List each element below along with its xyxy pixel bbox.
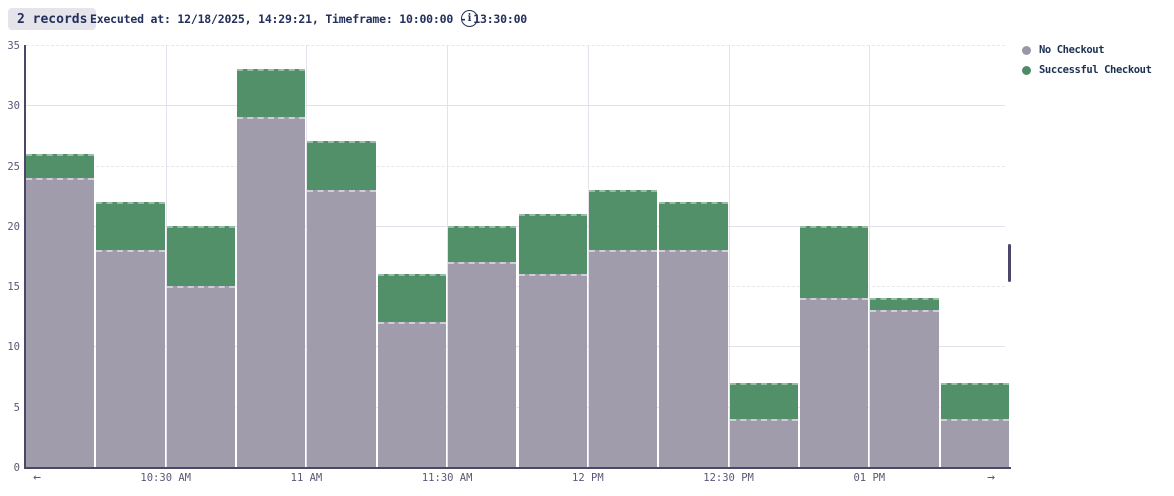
y-axis-label-5: 5	[13, 401, 20, 414]
x-axis-label-3: 11:30 AM	[421, 472, 473, 484]
y-axis-line	[24, 45, 26, 469]
info-icon[interactable]: i	[461, 10, 478, 27]
x-axis-line	[24, 467, 1011, 469]
bar-segment-no-checkout-11:45[interactable]	[518, 274, 587, 467]
bar-segment-successful-checkout-10:45[interactable]	[237, 69, 306, 118]
bar-segment-no-checkout-11:30[interactable]	[448, 262, 517, 467]
bar-segment-no-checkout-12:45[interactable]	[799, 298, 869, 467]
bar-segment-successful-checkout-12:15[interactable]	[659, 201, 728, 250]
bar-segment-successful-checkout-12:30[interactable]	[729, 382, 798, 419]
bar-segment-no-checkout-12:30[interactable]	[729, 418, 798, 467]
bar-segment-successful-checkout-11:30[interactable]	[448, 225, 517, 262]
gridline-x-1	[165, 45, 167, 467]
legend-item-successful-checkout[interactable]: Successful Checkout	[1022, 60, 1152, 80]
legend-label: No Checkout	[1039, 44, 1105, 56]
gridline-x-6	[869, 45, 871, 467]
legend-dot-icon	[1022, 45, 1031, 55]
y-axis-label-15: 15	[7, 281, 20, 294]
y-axis-label-0: 0	[13, 462, 20, 474]
legend-label: Successful Checkout	[1039, 64, 1152, 76]
bar-segment-successful-checkout-10:30[interactable]	[166, 225, 236, 287]
bar-segment-successful-checkout-11:15[interactable]	[377, 274, 447, 323]
x-axis-label-1: 10:30 AM	[140, 472, 191, 484]
bar-segment-successful-checkout-12:45[interactable]	[799, 225, 869, 299]
bar-segment-successful-checkout-10:15[interactable]	[96, 201, 165, 250]
x-axis-label-2: 11 AM	[290, 472, 323, 484]
bar-segment-no-checkout-10:15[interactable]	[96, 249, 165, 467]
bar-segment-no-checkout-13:15[interactable]	[940, 418, 1009, 467]
chart-legend: No Checkout Successful Checkout	[1022, 40, 1152, 80]
y-axis-label-25: 25	[7, 160, 20, 173]
bar-segment-successful-checkout-11:00[interactable]	[307, 141, 376, 190]
execution-info-text: Executed at: 12/18/2025, 14:29:21, Timef…	[90, 12, 528, 26]
bar-segment-no-checkout-10:30[interactable]	[166, 286, 236, 467]
legend-dot-icon	[1022, 65, 1031, 75]
y-axis-label-20: 20	[7, 220, 20, 233]
bar-segment-no-checkout-11:00[interactable]	[307, 189, 376, 467]
gridline-y-25	[26, 165, 1005, 167]
pan-right-arrow[interactable]: →	[987, 470, 995, 485]
bar-segment-successful-checkout-13:00[interactable]	[870, 298, 939, 311]
x-axis-label-4: 12 PM	[572, 472, 604, 484]
bar-segment-no-checkout-12:15[interactable]	[659, 249, 728, 467]
legend-item-no-checkout[interactable]: No Checkout	[1022, 40, 1152, 60]
gridline-x-3	[447, 45, 449, 467]
y-axis-label-35: 35	[7, 40, 20, 52]
bar-segment-no-checkout-10:45[interactable]	[237, 117, 306, 467]
y-axis-label-30: 30	[7, 100, 20, 113]
bar-segment-successful-checkout-13:15[interactable]	[940, 382, 1009, 419]
bar-segment-no-checkout-11:15[interactable]	[377, 322, 447, 467]
gridline-x-5	[728, 45, 730, 467]
bar-segment-successful-checkout-11:45[interactable]	[518, 213, 587, 275]
bar-segment-no-checkout-13:00[interactable]	[870, 310, 939, 467]
gridline-x-4	[587, 45, 589, 467]
bar-segment-successful-checkout-10:00[interactable]	[26, 153, 95, 178]
gridline-y-30	[26, 105, 1005, 107]
bar-segment-no-checkout-10:00[interactable]	[26, 177, 95, 467]
gridline-x-2	[306, 45, 308, 467]
pan-left-arrow[interactable]: ←	[33, 470, 41, 485]
x-axis-label-6: 01 PM	[853, 472, 886, 484]
gridline-y-35	[26, 45, 1005, 46]
x-axis-label-5: 12:30 PM	[703, 472, 754, 484]
bar-segment-successful-checkout-12:00[interactable]	[588, 189, 658, 250]
bar-segment-no-checkout-12:00[interactable]	[588, 249, 658, 467]
scrollbar-thumb[interactable]	[1008, 244, 1011, 282]
records-count-badge: 2 records	[8, 8, 97, 30]
y-axis-label-10: 10	[7, 341, 20, 354]
